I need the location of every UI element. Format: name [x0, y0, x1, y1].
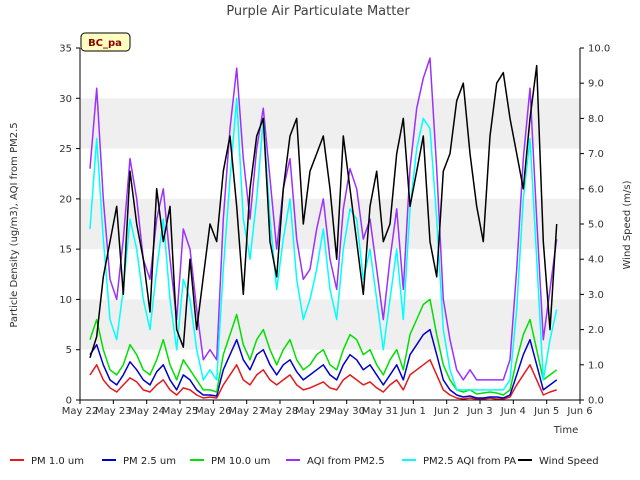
legend-item-aqi-from-pm2-5: AQI from PM2.5	[286, 456, 385, 467]
series-line-pm-1-0-um	[89, 359, 557, 400]
x-axis-label: Time	[553, 425, 578, 436]
site-badge: BC_pa	[80, 32, 131, 52]
series-line-pm2-5-aqi-from-pa	[89, 97, 558, 391]
y-tick-label-right: 2.0	[588, 325, 604, 336]
y-tick-label-right: 3.0	[588, 290, 604, 301]
y-tick-label-left: 30	[59, 94, 72, 105]
y-tick-label-left: 25	[59, 144, 72, 155]
y-tick-label-right: 1.0	[588, 360, 604, 371]
background-bands	[80, 98, 580, 350]
legend-item-wind-speed: Wind Speed	[518, 456, 599, 467]
y-tick-label-right: 4.0	[588, 255, 604, 266]
x-tick-label: May 25	[162, 406, 199, 417]
y-axis-label-right: Wind Speed (m/s)	[622, 180, 633, 269]
site-badge-label: BC_pa	[88, 38, 122, 49]
legend: PM 1.0 um PM 2.5 um PM 10.0 um AQI from PM2…	[10, 456, 599, 467]
legend-item-pm-1-0-um: PM 1.0 um	[10, 456, 84, 467]
y-axis-label-left: Particle Density (ug/m3), AQI from PM2.5	[9, 122, 20, 327]
y-tick-label-left: 10	[59, 295, 72, 306]
x-tick-label: Jun 1	[400, 406, 426, 417]
y-tick-label-left: 15	[59, 245, 72, 256]
axes	[76, 47, 584, 404]
y-tick-label-right: 7.0	[588, 149, 604, 160]
y-tick-label-right: 0.0	[588, 396, 604, 407]
x-tick-label: May 28	[262, 406, 299, 417]
y-tick-label-left: 5	[66, 345, 72, 356]
series-line-aqi-from-pm2-5	[89, 57, 558, 381]
series-line-wind-speed	[89, 64, 558, 359]
legend-label: PM 10.0 um	[211, 456, 270, 467]
site-badge-box	[80, 32, 131, 52]
legend-label: Wind Speed	[539, 456, 599, 467]
y-tick-label-right: 10.0	[588, 44, 610, 55]
legend-item-pm-2-5-um: PM 2.5 um	[102, 456, 176, 467]
y-tick-label-left: 20	[59, 194, 72, 205]
x-tick-label: May 22	[62, 406, 99, 417]
x-tick-label: May 29	[295, 406, 332, 417]
x-tick-label: May 30	[328, 406, 365, 417]
y-tick-label-right: 8.0	[588, 114, 604, 125]
legend-label: PM 1.0 um	[31, 456, 84, 467]
y-tick-label-left: 35	[59, 44, 72, 55]
legend-item-pm2-5-aqi-from-pa: PM2.5 AQI from PA	[402, 456, 516, 467]
y-tick-label-right: 9.0	[588, 79, 604, 90]
legend-label: AQI from PM2.5	[307, 456, 385, 467]
x-tick-label: May 24	[128, 406, 165, 417]
x-tick-label: May 23	[95, 406, 132, 417]
series-line-pm-10-0-um	[89, 298, 558, 396]
x-tick-label: Jun 5	[533, 406, 559, 417]
x-tick-label: Jun 3	[466, 406, 492, 417]
grid-band	[80, 299, 580, 350]
legend-label: PM2.5 AQI from PA	[423, 456, 516, 467]
x-tick-label: May 26	[195, 406, 232, 417]
legend-label: PM 2.5 um	[123, 456, 176, 467]
grid-band	[80, 98, 580, 149]
y-tick-label-right: 5.0	[588, 220, 604, 231]
x-tick-label: Jun 2	[433, 406, 459, 417]
x-tick-label: May 31	[362, 406, 399, 417]
series-line-pm-2-5-um	[89, 328, 558, 399]
y-tick-label-right: 6.0	[588, 184, 604, 195]
y-tick-label-left: 0	[66, 396, 72, 407]
x-tick-label: Jun 6	[566, 406, 592, 417]
x-tick-label: May 27	[228, 406, 265, 417]
series-layer	[89, 57, 558, 400]
x-tick-label: Jun 4	[500, 406, 526, 417]
legend-item-pm-10-0-um: PM 10.0 um	[190, 456, 270, 467]
chart-title: Purple Air Particulate Matter	[226, 4, 410, 19]
